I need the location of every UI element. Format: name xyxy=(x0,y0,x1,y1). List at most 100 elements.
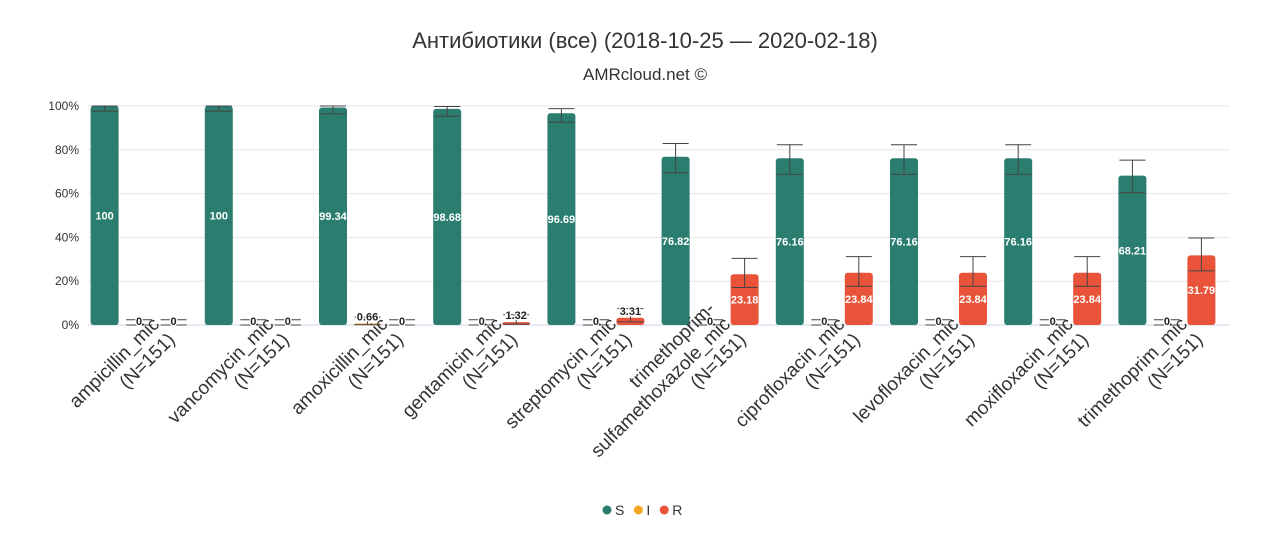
error-bar-R xyxy=(503,314,530,325)
data-label-S: 76.16 xyxy=(776,237,804,249)
data-label-R: 0 xyxy=(285,316,291,328)
x-tick-label-text: vancomycin_mic(N=151) xyxy=(164,314,294,444)
data-label-I: 0 xyxy=(250,316,256,328)
bar-S[interactable] xyxy=(433,108,462,325)
x-tick-label: ampicillin_mic(N=151) xyxy=(65,314,179,428)
legend-marker-S xyxy=(602,505,612,515)
bar-S[interactable] xyxy=(547,113,576,325)
bar-S[interactable] xyxy=(204,106,233,325)
error-bar-S xyxy=(205,105,232,112)
y-tick-label: 20% xyxy=(55,274,79,288)
error-bar-R xyxy=(274,319,301,326)
data-label-I: 0 xyxy=(593,316,599,328)
error-bar-S xyxy=(91,105,118,112)
x-tick-label-text: ciprofloxacin_mic(N=151) xyxy=(731,314,864,447)
error-bar-I xyxy=(1039,319,1066,326)
data-label-I: 0 xyxy=(1164,316,1170,328)
x-tick-label: ciprofloxacin_mic(N=151) xyxy=(731,314,864,447)
data-label-S: 68.21 xyxy=(1119,245,1147,257)
bar-S[interactable] xyxy=(319,107,347,325)
error-bar-R xyxy=(617,308,644,323)
legend-label-S: S xyxy=(615,502,624,518)
error-bar-S xyxy=(320,105,346,115)
bar-S[interactable] xyxy=(1118,175,1147,325)
data-label-R: 0 xyxy=(171,316,177,328)
error-bar-S xyxy=(891,144,917,175)
y-tick-label: 80% xyxy=(55,143,79,157)
data-label-R: 1.32 xyxy=(505,310,526,322)
error-bar-R xyxy=(389,319,415,326)
bar-S[interactable] xyxy=(90,106,119,325)
bar-S[interactable] xyxy=(890,158,918,325)
x-tick-label: trimethoprim_mic(N=151) xyxy=(1074,314,1207,432)
error-bar-S xyxy=(434,105,461,117)
legend-label-R: R xyxy=(672,502,682,518)
x-tick-label: levofloxacin_mic(N=151) xyxy=(850,314,979,443)
bar-S[interactable] xyxy=(661,156,690,325)
y-tick-label: 60% xyxy=(55,187,79,201)
x-tick-label-text: ampicillin_mic(N=151) xyxy=(65,314,179,428)
data-label-R: 23.18 xyxy=(731,295,759,307)
bar-S[interactable] xyxy=(1004,158,1033,325)
error-bar-I xyxy=(811,319,838,326)
data-label-R: 3.31 xyxy=(620,306,641,318)
data-label-R: 31.79 xyxy=(1188,285,1216,297)
error-bar-I xyxy=(925,319,952,326)
data-label-I: 0 xyxy=(707,316,713,328)
bar-R[interactable] xyxy=(730,274,759,325)
plot-area: 100 0 0 100 0 0 99.34 0.66 0 98.68 0 1.32 96.69 0 3.31… xyxy=(90,105,1216,329)
data-label-S: 100 xyxy=(95,211,113,223)
data-label-I: 0 xyxy=(1050,316,1056,328)
error-bar-I xyxy=(354,316,381,326)
error-bar-R xyxy=(960,256,986,287)
error-bar-I xyxy=(468,319,495,326)
legend-item-S[interactable]: S xyxy=(602,502,625,518)
y-tick-label: 100% xyxy=(48,99,79,113)
data-label-R: 23.84 xyxy=(959,294,987,306)
data-label-I: 0 xyxy=(136,316,142,328)
data-label-R: 23.84 xyxy=(1073,294,1101,306)
x-tick-label: vancomycin_mic(N=151) xyxy=(164,314,294,444)
error-bar-S xyxy=(776,144,803,175)
legend-item-R[interactable]: R xyxy=(659,502,683,518)
x-tick-label: moxifloxacin_mic(N=151) xyxy=(960,314,1093,447)
data-label-S: 99.34 xyxy=(319,211,347,223)
x-tick-label: amoxicillin_mic(N=151) xyxy=(287,314,408,435)
error-bar-S xyxy=(548,108,575,123)
data-label-I: 0 xyxy=(479,316,485,328)
error-bar-I xyxy=(697,319,724,326)
x-tick-label-text: levofloxacin_mic(N=151) xyxy=(850,314,979,443)
legend-marker-R xyxy=(659,505,669,515)
data-label-I: 0.66 xyxy=(357,312,378,324)
bar-S[interactable] xyxy=(775,158,804,325)
error-bar-S xyxy=(662,142,689,174)
x-tick-label-text: moxifloxacin_mic(N=151) xyxy=(960,314,1093,447)
error-bar-R xyxy=(1074,256,1101,287)
data-label-S: 96.69 xyxy=(548,214,576,226)
data-label-R: 23.84 xyxy=(845,294,873,306)
error-bar-R xyxy=(160,319,187,326)
y-axis: 0% 20% 40% 60% 80% 100% xyxy=(48,99,79,332)
data-label-S: 76.16 xyxy=(1004,237,1032,249)
legend-item-I[interactable]: I xyxy=(633,502,650,518)
data-label-S: 76.82 xyxy=(662,236,690,248)
data-label-S: 98.68 xyxy=(433,212,461,224)
data-label-S: 76.16 xyxy=(890,237,918,249)
y-tick-label: 40% xyxy=(55,230,79,244)
legend-label-I: I xyxy=(646,502,650,518)
error-bar-R xyxy=(731,257,758,289)
bar-R[interactable] xyxy=(1187,255,1216,325)
error-bar-I xyxy=(1153,319,1180,326)
x-tick-label-text: amoxicillin_mic(N=151) xyxy=(287,314,408,435)
chart-title: Антибиотики (все) (2018-10-25 — 2020-02-… xyxy=(412,28,878,53)
error-bar-S xyxy=(1005,144,1032,175)
error-bar-I xyxy=(582,319,609,326)
data-label-S: 100 xyxy=(210,211,228,223)
data-label-I: 0 xyxy=(821,316,827,328)
chart-subtitle: AMRcloud.net © xyxy=(583,65,707,84)
data-label-I: 0 xyxy=(935,316,941,328)
error-bar-R xyxy=(1188,237,1215,272)
error-bar-I xyxy=(126,319,153,326)
